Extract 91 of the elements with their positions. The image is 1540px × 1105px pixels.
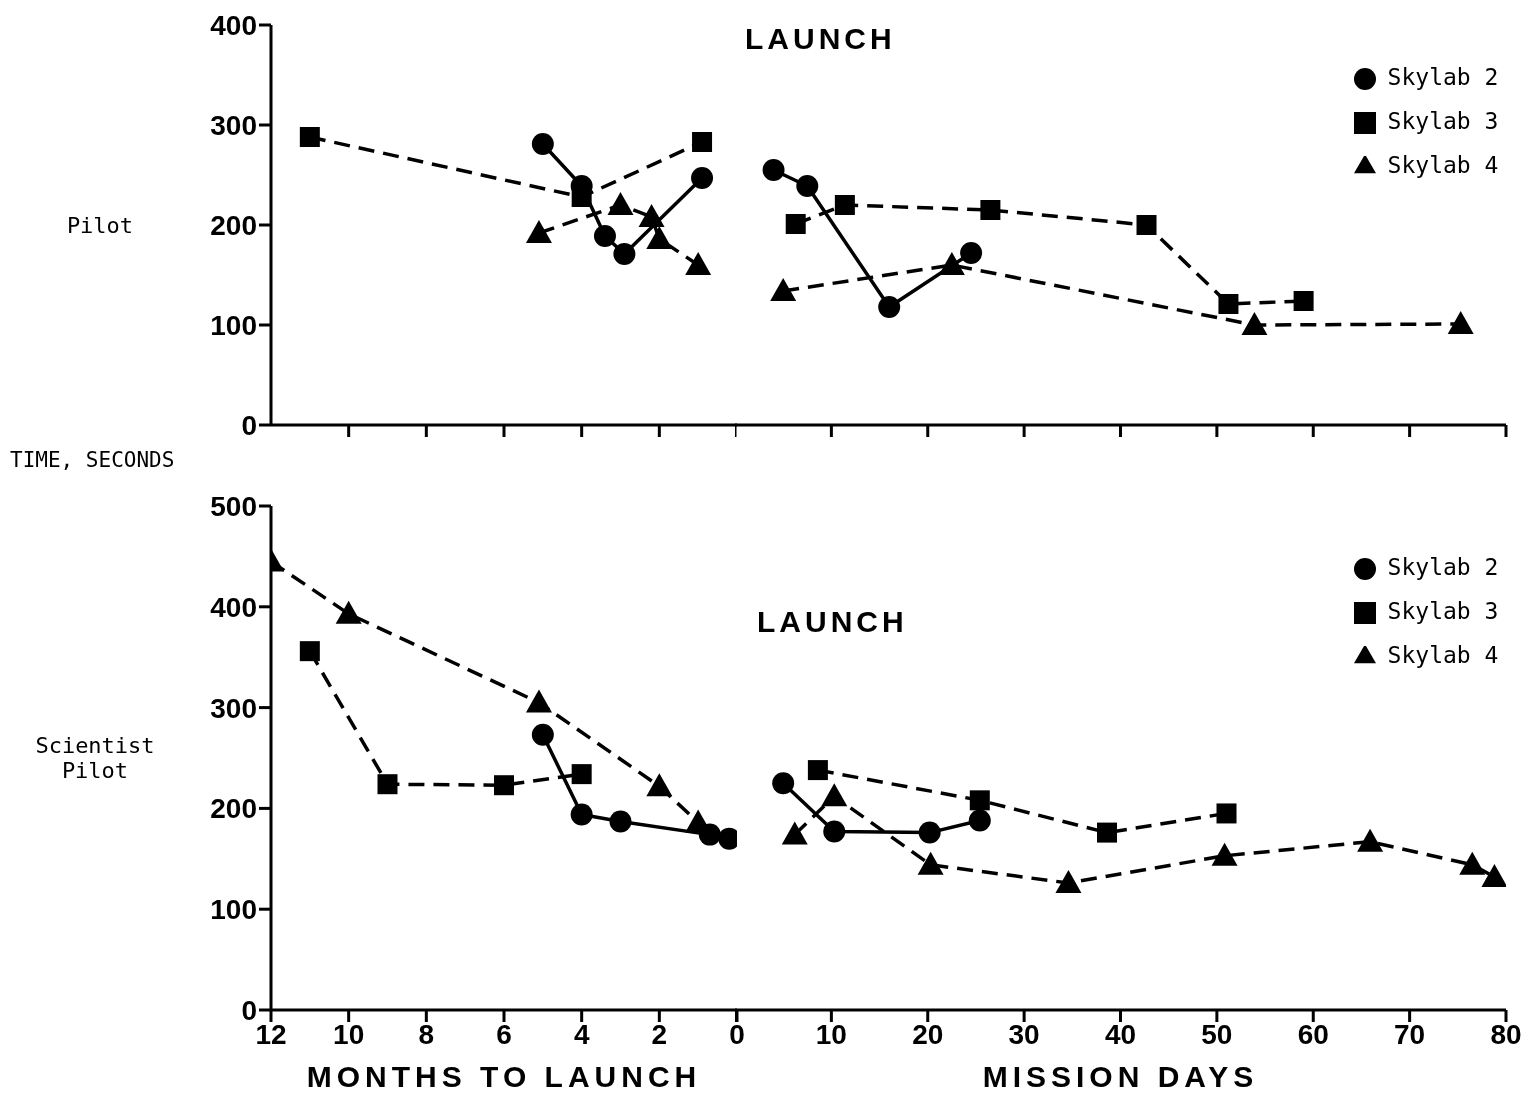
point [785, 214, 806, 234]
x-axis-title: MONTHS TO LAUNCH [305, 1060, 703, 1094]
point [646, 226, 673, 249]
point [570, 803, 593, 826]
y-tick-label: 300 [210, 109, 257, 141]
y-tick-label: 100 [210, 309, 257, 341]
annotation: LAUNCH [757, 605, 908, 639]
point [796, 175, 819, 197]
x-tick-label: 4 [573, 1018, 590, 1050]
point [299, 127, 320, 147]
y-tick-label: 500 [210, 490, 257, 522]
x-tick-label: 10 [815, 1018, 847, 1050]
point [299, 641, 320, 662]
legend-label: Skylab 4 [1387, 642, 1499, 668]
point [770, 278, 797, 301]
x-tick-label: 50 [1201, 1018, 1233, 1050]
point [1447, 311, 1474, 334]
point [571, 187, 592, 207]
legend-label: Skylab 3 [1387, 108, 1499, 134]
point [960, 242, 983, 264]
point [918, 821, 941, 844]
point [1293, 291, 1314, 311]
x-tick-label: 0 [729, 1018, 745, 1050]
point [609, 810, 632, 833]
point [1357, 828, 1384, 852]
annotation: LAUNCH [745, 22, 896, 56]
x-tick-label: 40 [1104, 1018, 1137, 1050]
legend-label: Skylab 2 [1387, 64, 1499, 90]
point [917, 851, 944, 875]
point [613, 243, 636, 265]
point [1211, 842, 1238, 866]
point [980, 200, 1001, 220]
point [646, 773, 673, 797]
y-tick-label: 100 [210, 894, 257, 926]
y-tick-label: 0 [241, 409, 257, 441]
text: TIME, SECONDS [10, 448, 175, 472]
y-axis-title: Scientist Pilot [34, 733, 156, 783]
y-tick-label: 400 [210, 591, 257, 623]
point [938, 252, 965, 275]
x-tick-label: 6 [496, 1018, 512, 1050]
point [1136, 215, 1157, 235]
y-axis-title: Pilot [65, 212, 135, 238]
point [525, 220, 552, 243]
point [878, 296, 901, 318]
legend-label: Skylab 2 [1387, 554, 1499, 580]
y-tick-label: 400 [210, 9, 257, 41]
point [593, 225, 616, 247]
x-tick-label: 60 [1297, 1018, 1329, 1050]
point [1216, 803, 1237, 824]
point [821, 783, 848, 807]
point [807, 760, 828, 781]
point [525, 689, 552, 713]
x-tick-label: 70 [1394, 1018, 1426, 1050]
point [531, 133, 554, 155]
legend-label: Skylab 3 [1387, 598, 1499, 624]
point [1241, 312, 1268, 335]
x-tick-label: 8 [418, 1018, 435, 1050]
point [685, 252, 712, 275]
x-axis-title: MISSION DAYS [981, 1060, 1260, 1094]
x-tick-label: 80 [1490, 1018, 1522, 1050]
point [335, 600, 362, 624]
x-tick-label: 20 [912, 1018, 944, 1050]
point [692, 132, 713, 152]
point [1097, 822, 1118, 843]
point [638, 204, 665, 227]
y-tick-label: 300 [210, 692, 257, 724]
point [1218, 294, 1239, 314]
y-tick-label: 200 [210, 793, 257, 825]
point [571, 764, 592, 785]
x-tick-label: 10 [333, 1018, 365, 1050]
x-tick-label: 30 [1008, 1018, 1040, 1050]
x-tick-label: 12 [255, 1018, 287, 1050]
point [968, 809, 991, 832]
point [494, 775, 514, 796]
point [823, 820, 846, 843]
point [969, 790, 990, 811]
point [781, 821, 808, 845]
point [377, 774, 398, 795]
y-tick-label: 0 [241, 994, 257, 1026]
point [531, 723, 554, 746]
point [1481, 863, 1506, 887]
y-tick-label: 200 [210, 209, 257, 241]
point [1055, 869, 1082, 893]
point [762, 159, 785, 181]
point [691, 167, 714, 189]
point [834, 195, 855, 215]
point [1459, 851, 1486, 875]
point [772, 772, 795, 795]
legend-label: Skylab 4 [1387, 152, 1499, 178]
point [607, 192, 634, 215]
x-tick-label: 2 [651, 1018, 668, 1050]
